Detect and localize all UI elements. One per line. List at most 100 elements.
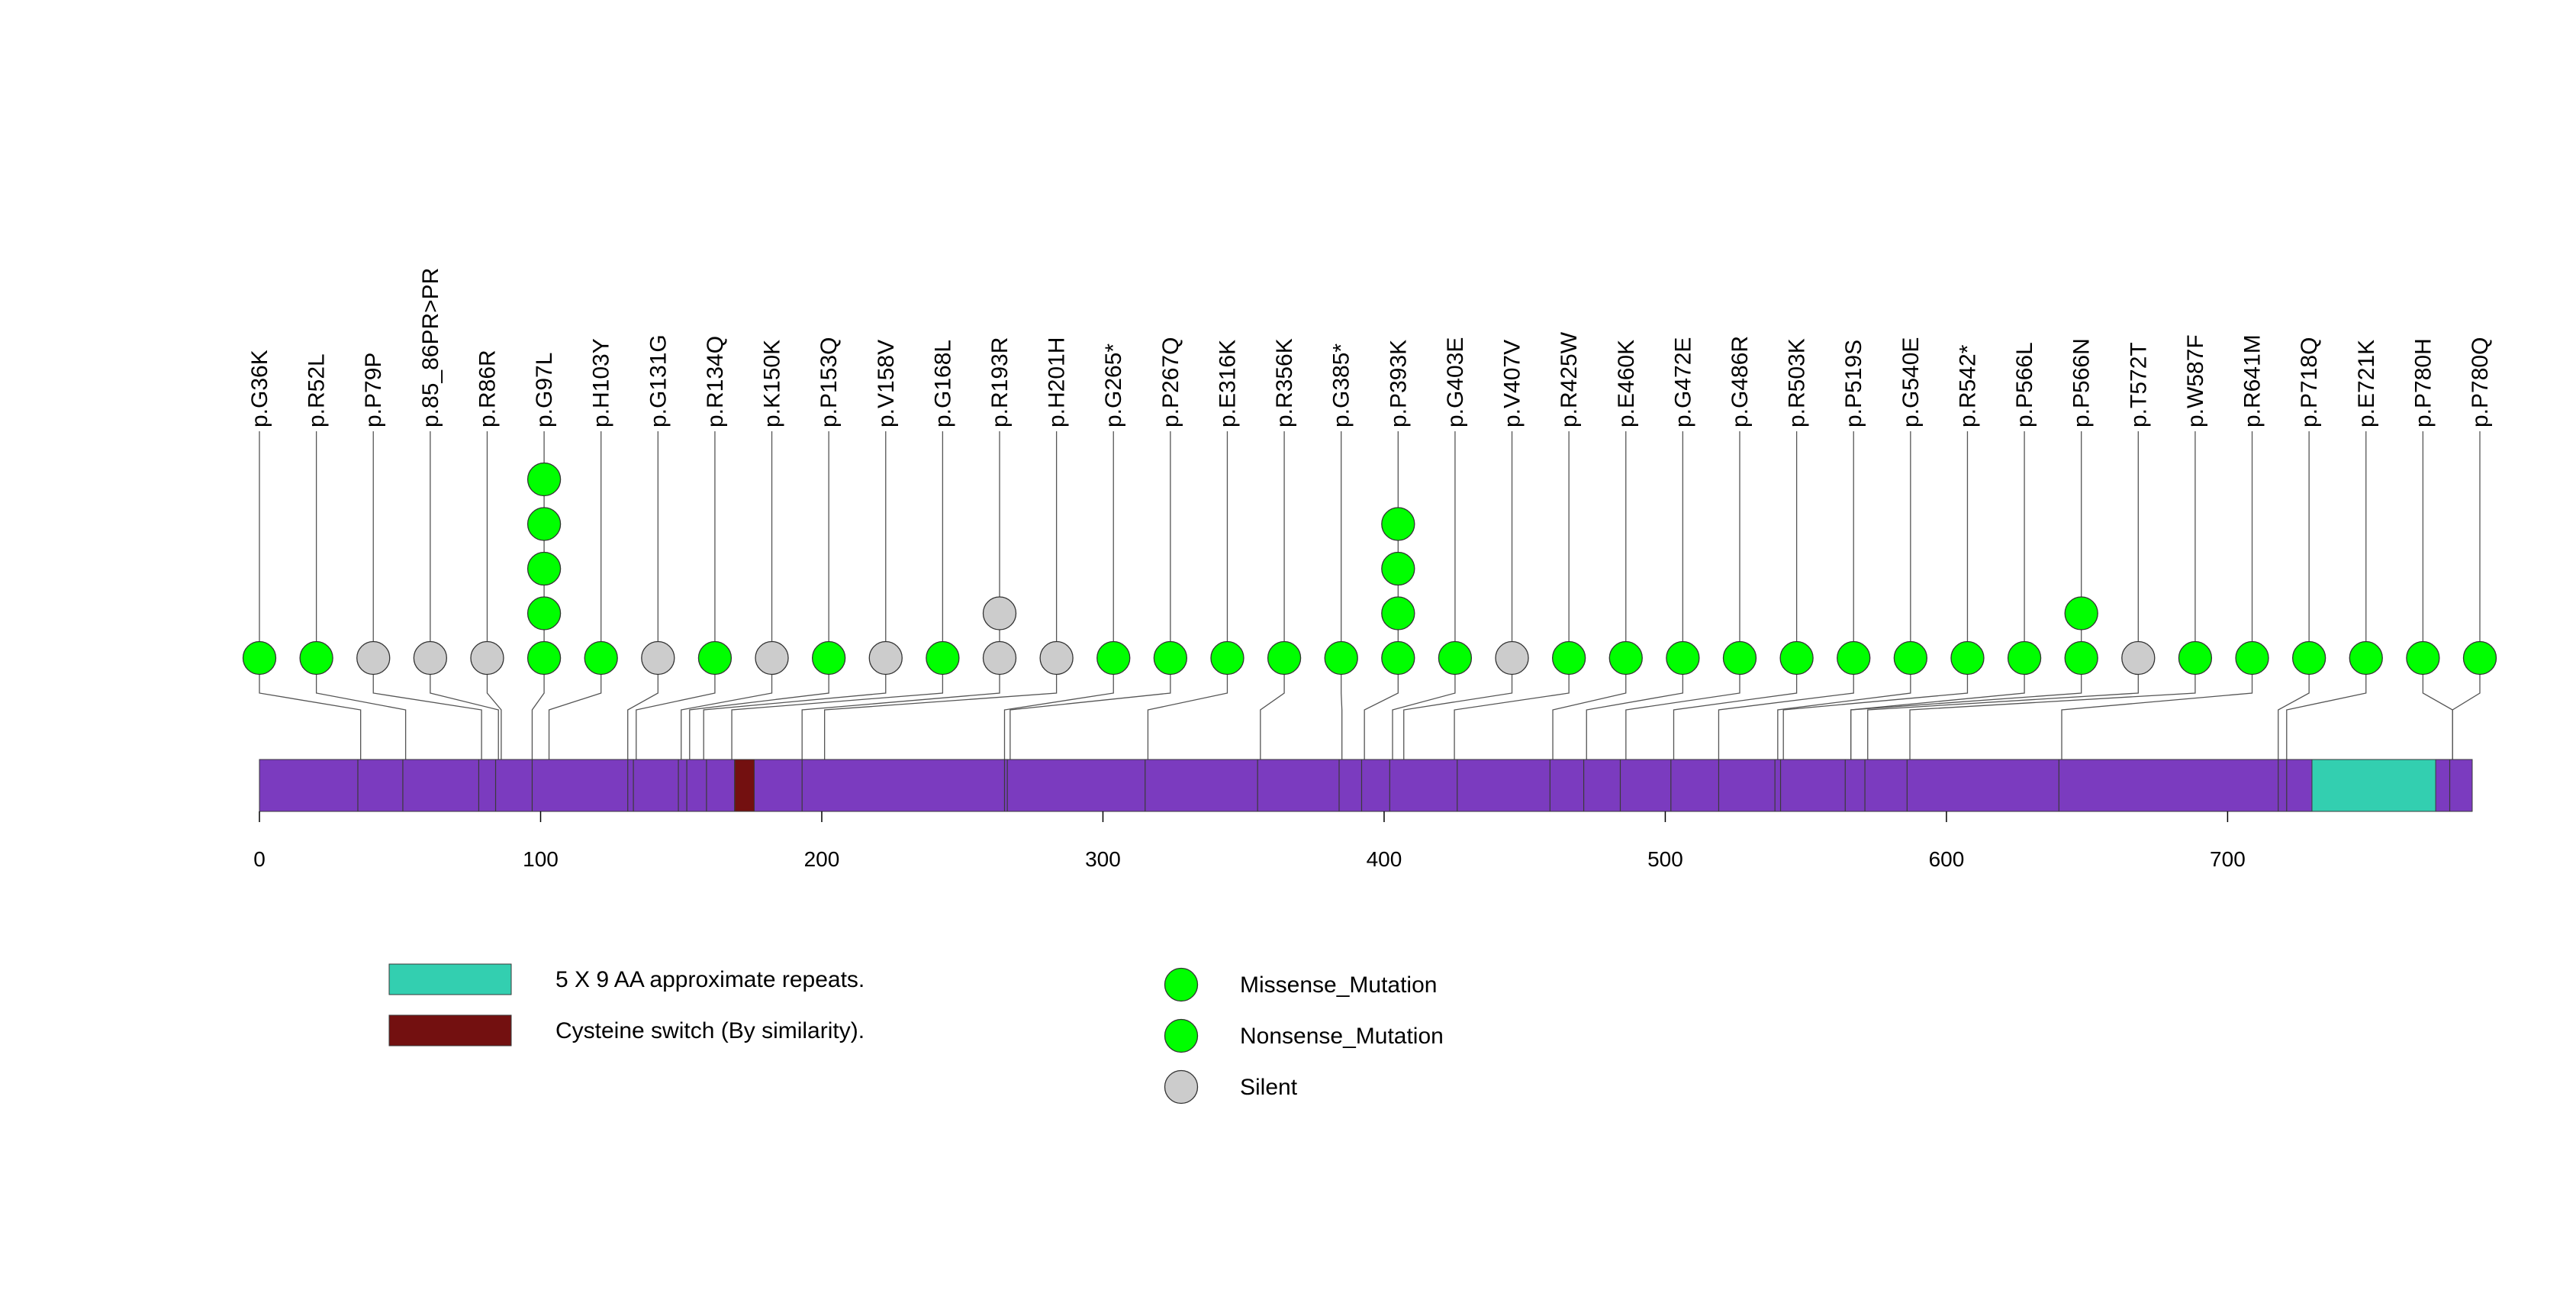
mutation-label: p.P566L	[2012, 342, 2037, 427]
domain-rect	[2311, 759, 2436, 812]
mutation-point	[1381, 551, 1415, 586]
mutation-point	[1324, 640, 1358, 676]
mutation-point	[356, 640, 391, 676]
axis-tick-label: 100	[523, 847, 559, 871]
mutation-label: p.85_86PR>PR	[418, 268, 443, 427]
mutation-point	[1552, 640, 1586, 676]
mutation-connector	[1364, 658, 1399, 759]
mutation-connector	[1867, 658, 2139, 759]
mutation-connector	[2278, 658, 2310, 759]
mutation-label: p.H201H	[1045, 337, 1070, 427]
mutation-label: p.R134Q	[703, 336, 728, 427]
axis-tick-label: 400	[1367, 847, 1402, 871]
mutation-connector	[2452, 658, 2481, 759]
mutation-connector	[681, 658, 773, 759]
mutation-connector	[627, 658, 658, 759]
mutation-point	[1608, 640, 1643, 676]
mutation-label: p.G97L	[532, 353, 557, 427]
mutation-connector	[1147, 658, 1228, 759]
mutation-connector	[1260, 658, 1285, 759]
protein-backbone	[259, 759, 2473, 812]
mutation-label: p.E721K	[2354, 340, 2379, 427]
mutation-connector	[2286, 658, 2367, 759]
mutation-point	[1837, 640, 1871, 676]
mutation-point	[1267, 640, 1302, 676]
mutation-label: p.R193R	[987, 337, 1013, 427]
mutation-label: p.E460K	[1614, 340, 1639, 427]
mutation-point	[526, 462, 562, 497]
mutation-point	[526, 596, 562, 630]
mutation-connector	[1777, 658, 1911, 759]
mutation-connector	[1586, 658, 1684, 759]
mutation-label: p.P519S	[1841, 340, 1866, 427]
mutation-connector	[1909, 658, 2196, 759]
mutation-label: p.R503K	[1785, 338, 1810, 427]
mutation-label: p.G265*	[1101, 343, 1126, 427]
mutation-connector	[1009, 658, 1171, 759]
mutation-connector	[430, 658, 499, 759]
axis-tick-label: 200	[804, 847, 840, 871]
mutation-point	[2007, 640, 2042, 676]
mutation-label: p.R542*	[1955, 344, 1980, 427]
mutation-connector	[703, 658, 887, 759]
mutation-label: p.H103Y	[589, 338, 614, 427]
legend-type-swatch	[1164, 1018, 1199, 1053]
mutation-label: p.G540E	[1898, 337, 1924, 427]
mutation-label: p.P718Q	[2297, 337, 2322, 427]
mutation-connector	[824, 658, 1058, 759]
mutation-label: p.R356K	[1272, 338, 1297, 427]
legend-domain-label: Cysteine switch (By similarity).	[555, 1018, 865, 1043]
mutation-label: p.G168L	[930, 340, 955, 427]
axis-tick-label: 0	[253, 847, 266, 871]
mutation-point	[1381, 596, 1415, 630]
mutation-point	[1722, 640, 1757, 676]
mutation-label: p.P79P	[361, 353, 386, 427]
mutation-connector	[1003, 658, 1114, 759]
mutation-label: p.G385*	[1329, 343, 1354, 427]
mutation-point	[242, 640, 277, 676]
mutation-label: p.P780H	[2410, 338, 2436, 427]
mutation-label: p.E316K	[1215, 340, 1240, 427]
mutation-label: p.P393K	[1386, 340, 1411, 427]
axis-tick-label: 500	[1647, 847, 1683, 871]
protein-domains	[734, 759, 2436, 812]
axis-tick-label: 700	[2210, 847, 2246, 871]
mutation-point	[1039, 640, 1074, 676]
mutation-point	[2462, 640, 2497, 676]
mutation-point	[697, 640, 733, 676]
mutation-connector	[636, 658, 716, 759]
mutation-connector	[486, 658, 502, 759]
mutation-point	[1893, 640, 1927, 676]
mutation-connector	[1552, 658, 1627, 759]
mutation-point	[413, 640, 447, 676]
chart-legend: 5 X 9 AA approximate repeats. Cysteine sw…	[388, 963, 1444, 1105]
mutation-point	[526, 551, 562, 586]
mutation-point	[584, 640, 618, 676]
mutation-connector	[689, 658, 829, 759]
mutation-point	[1381, 640, 1415, 676]
mutation-connector	[1782, 658, 1969, 759]
mutation-label: p.R52L	[304, 353, 330, 427]
legend-type-swatch	[1164, 967, 1199, 1002]
mutation-label: p.G486R	[1728, 336, 1753, 427]
mutation-point	[982, 596, 1017, 630]
mutation-connector	[1673, 658, 1798, 759]
mutation-stems	[259, 431, 2481, 658]
mutation-label: p.G472E	[1670, 337, 1695, 427]
mutation-connector	[315, 658, 407, 759]
mutation-point	[1096, 640, 1131, 676]
mutation-point	[2064, 596, 2098, 630]
backbone-bar	[259, 759, 2473, 812]
legend-domain-swatch	[388, 1014, 512, 1047]
mutation-points	[242, 462, 2497, 676]
mutation-label: p.R425W	[1557, 331, 1582, 427]
mutation-connector	[2061, 658, 2253, 759]
mutation-connector	[801, 658, 1000, 759]
mutation-label: p.K150K	[760, 340, 785, 427]
mutation-point	[1779, 640, 1814, 676]
mutation-point	[470, 640, 504, 676]
mutation-connector	[259, 658, 362, 759]
mutation-connector	[531, 658, 545, 759]
mutation-label: p.P153Q	[816, 337, 842, 427]
